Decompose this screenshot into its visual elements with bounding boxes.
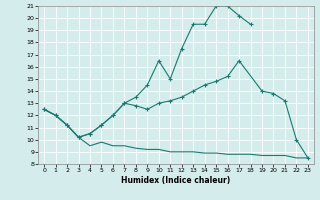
X-axis label: Humidex (Indice chaleur): Humidex (Indice chaleur) (121, 176, 231, 185)
